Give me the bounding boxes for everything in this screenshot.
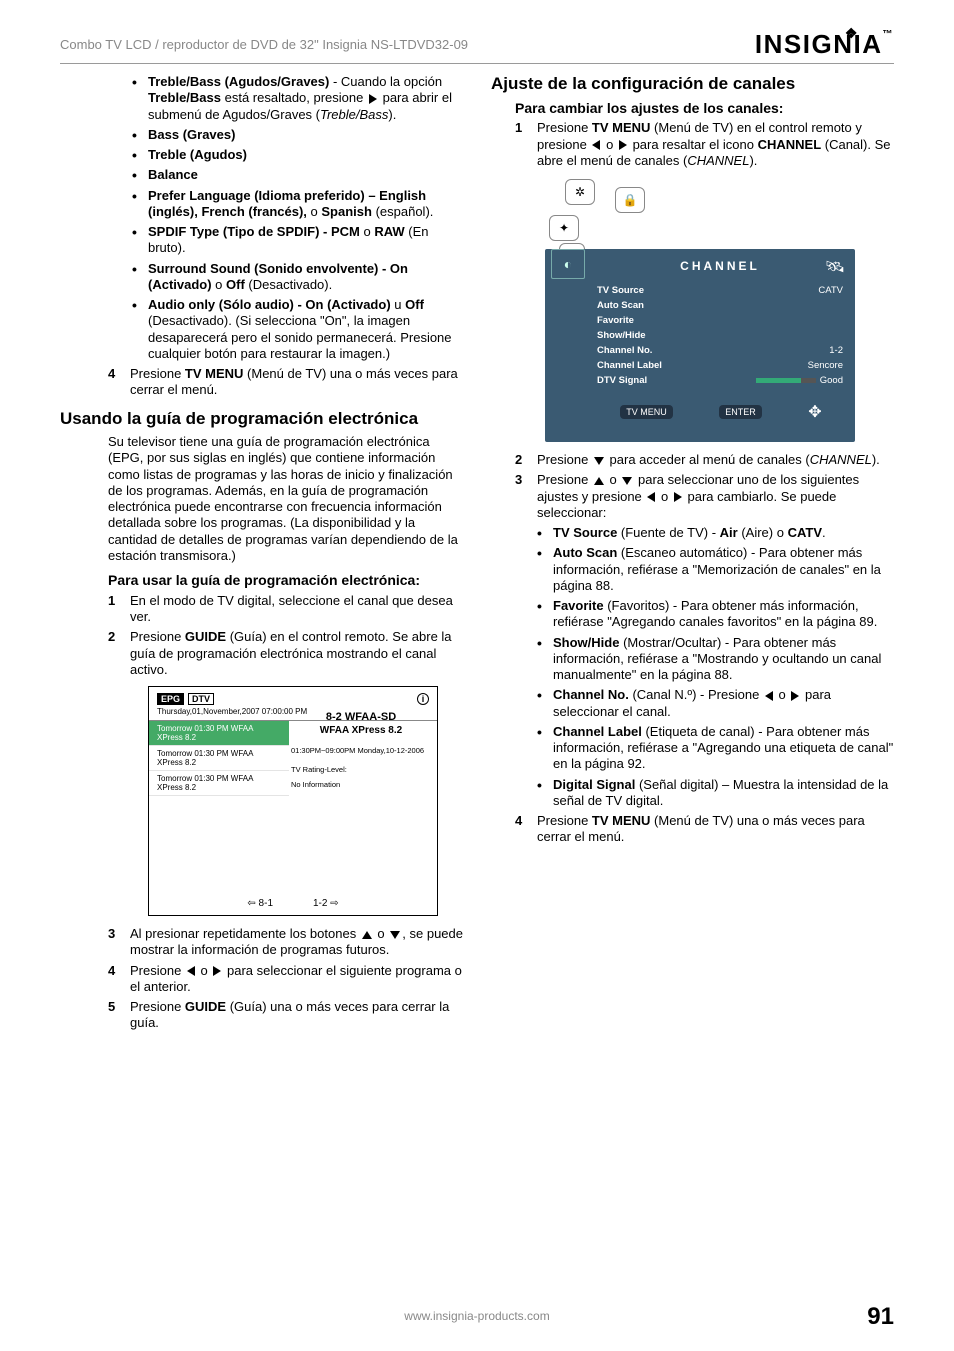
menu-row-dtvsignal: DTV SignalGood [597, 373, 843, 388]
satellite-icon: 🛰 [825, 257, 845, 277]
left-column: Treble/Bass (Agudos/Graves) - Cuando la … [60, 74, 463, 1036]
epg-row: Tomorrow 01:30 PM WFAA XPress 8.2 [149, 771, 289, 796]
tvmenu-button-icon: TV MENU [620, 405, 673, 419]
epg-step-4: 4Presione o para seleccionar el siguient… [108, 963, 463, 996]
heading-epg-howto: Para usar la guía de programación electr… [108, 572, 463, 589]
bullet-treble-bass: Treble/Bass (Agudos/Graves) - Cuando la … [132, 74, 463, 123]
menu-row-showhide: Show/Hide [597, 328, 843, 343]
enter-button-icon: ENTER [719, 405, 762, 419]
menu-row-autoscan: Auto Scan [597, 298, 843, 313]
bullet-channelno: Channel No. (Canal N.º) - Presione o par… [537, 687, 894, 720]
chan-step-4: 4Presione TV MENU (Menú de TV) una o más… [515, 813, 894, 846]
bullet-showhide: Show/Hide (Mostrar/Ocultar) - Para obten… [537, 635, 894, 684]
menu-title: CHANNEL [597, 259, 843, 273]
dtv-tag: DTV [188, 693, 214, 705]
epg-step-2: 2Presione GUIDE (Guía) en el control rem… [108, 629, 463, 678]
epg-row-selected: Tomorrow 01:30 PM WFAA XPress 8.2 [149, 721, 289, 746]
epg-row: Tomorrow 01:30 PM WFAA XPress 8.2 [149, 746, 289, 771]
para-epg-intro: Su televisor tiene una guía de programac… [108, 434, 463, 564]
menu-row-favorite: Favorite [597, 313, 843, 328]
bullet-autoscan: Auto Scan (Escaneo automático) - Para ob… [537, 545, 894, 594]
menu-row-tvsource: TV SourceCATV [597, 283, 843, 298]
osd-icon: ✦ [549, 215, 579, 241]
down-arrow-icon [390, 931, 400, 939]
left-arrow-icon [765, 691, 773, 701]
left-arrow-icon [187, 966, 195, 976]
bullet-audio-only: Audio only (Sólo audio) - On (Activado) … [132, 297, 463, 362]
right-arrow-icon [369, 94, 377, 104]
bullet-bass: Bass (Graves) [132, 127, 463, 143]
bullet-channellabel: Channel Label (Etiqueta de canal) - Para… [537, 724, 894, 773]
up-arrow-icon [594, 477, 604, 485]
right-arrow-icon [674, 492, 682, 502]
channel-menu-screenshot: ✲ 🔒 ✦ ⌾ ◐ 🛰 CHANNEL TV SourceCATV Auto S… [545, 179, 855, 442]
osd-icon: ✲ [565, 179, 595, 205]
right-arrow-icon [791, 691, 799, 701]
epg-step-3: 3Al presionar repetidamente los botones … [108, 926, 463, 959]
chan-step-3: 3Presione o para seleccionar uno de los … [515, 472, 894, 521]
bullet-digitalsignal: Digital Signal (Señal digital) – Muestra… [537, 777, 894, 810]
menu-row-channellabel: Channel LabelSencore [597, 358, 843, 373]
up-arrow-icon [362, 931, 372, 939]
epg-tag: EPG [157, 693, 184, 705]
chan-step-2: 2Presione para acceder al menú de canale… [515, 452, 894, 468]
bullet-balance: Balance [132, 167, 463, 183]
footer-url: www.insignia-products.com [0, 1309, 954, 1323]
osd-icon: 🔒 [615, 187, 645, 213]
header-title: Combo TV LCD / reproductor de DVD de 32"… [60, 37, 468, 52]
right-arrow-icon [619, 140, 627, 150]
right-arrow-icon [213, 966, 221, 976]
left-arrow-icon [592, 140, 600, 150]
heading-channel-config: Ajuste de la configuración de canales [491, 74, 894, 94]
epg-screenshot: EPG DTV i Thursday,01,November,2007 07:0… [148, 686, 438, 916]
heading-channel-howto: Para cambiar los ajustes de los canales: [515, 100, 894, 117]
menu-side-icon: ◐ [551, 249, 585, 279]
bullet-favorite: Favorite (Favoritos) - Para obtener más … [537, 598, 894, 631]
bullet-spdif: SPDIF Type (Tipo de SPDIF) - PCM o RAW (… [132, 224, 463, 257]
page-number: 91 [867, 1303, 894, 1331]
bullet-tvsource: TV Source (Fuente de TV) - Air (Aire) o … [537, 525, 894, 541]
bullet-surround: Surround Sound (Sonido envolvente) - On … [132, 261, 463, 294]
down-arrow-icon [622, 477, 632, 485]
dpad-icon: ✥ [808, 402, 819, 422]
bullet-prefer-lang: Prefer Language (Idioma preferido) – Eng… [132, 188, 463, 221]
epg-footer: ⇦ 8-1 1-2 ⇨ [149, 898, 437, 909]
menu-row-channelno: Channel No.1-2 [597, 343, 843, 358]
epg-detail: 8-2 WFAA-SD WFAA XPress 8.2 01:30PM~09:0… [291, 711, 431, 789]
epg-step-1: 1En el modo de TV digital, seleccione el… [108, 593, 463, 626]
down-arrow-icon [594, 457, 604, 465]
step-4-close-menu: 4Presione TV MENU (Menú de TV) una o más… [108, 366, 463, 399]
brand-logo: INSIGNIA❖™ [755, 29, 894, 60]
heading-epg: Usando la guía de programación electróni… [60, 409, 463, 429]
chan-step-1: 1Presione TV MENU (Menú de TV) en el con… [515, 120, 894, 169]
info-icon: i [417, 693, 429, 705]
bullet-treble: Treble (Agudos) [132, 147, 463, 163]
right-column: Ajuste de la configuración de canales Pa… [491, 74, 894, 1036]
epg-step-5: 5Presione GUIDE (Guía) una o más veces p… [108, 999, 463, 1032]
left-arrow-icon [647, 492, 655, 502]
